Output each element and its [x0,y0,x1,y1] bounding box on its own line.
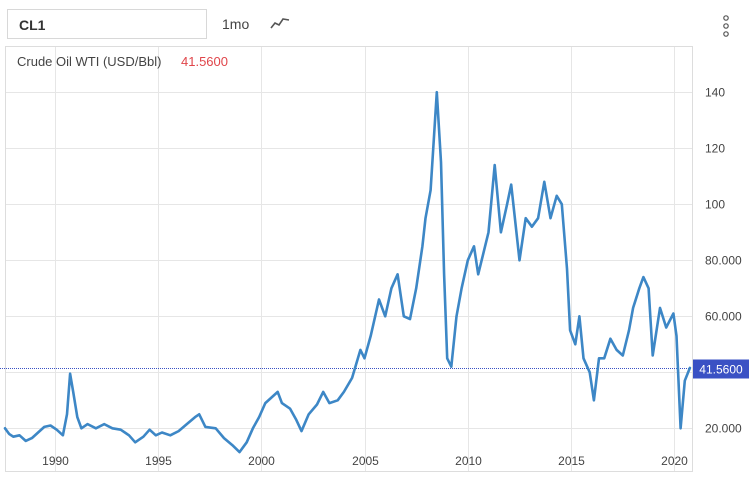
y-tick-label: 60.000 [705,310,742,324]
x-tick-label: 2015 [558,454,585,468]
chart-area: 20.000 60.000 80.000 100 120 140 41.5600 1990 1… [0,46,756,472]
chart-toolbar: CL1 1mo [0,0,756,46]
x-tick-label: 2010 [455,454,482,468]
line-chart-icon[interactable] [270,16,290,30]
period-selector[interactable]: 1mo [222,16,250,32]
symbol-input[interactable]: CL1 [7,9,207,39]
x-tick-label: 1995 [145,454,172,468]
y-tick-label: 140 [705,86,725,100]
x-axis: 1990 1995 2000 2005 2010 2015 2020 [42,454,688,468]
chart-title: Crude Oil WTI (USD/Bbl) [17,54,161,69]
x-tick-label: 2000 [248,454,275,468]
grid-lines [5,46,692,472]
vertical-dots-icon[interactable] [721,14,731,38]
x-tick-label: 2005 [352,454,379,468]
last-price-badge [693,359,749,379]
plot-frame [5,46,693,472]
data-series [0,90,692,454]
y-tick-label: 100 [705,198,725,212]
last-value-label: 41.5600 [181,54,228,69]
y-axis: 20.000 60.000 80.000 100 120 140 41.5600 [693,86,749,436]
y-tick-label: 80.000 [705,254,742,268]
x-tick-label: 1990 [42,454,69,468]
x-tick-label: 2020 [661,454,688,468]
price-series-line [3,90,692,454]
last-price-badge-label: 41.5600 [699,363,743,377]
y-tick-label: 120 [705,142,725,156]
y-tick-label: 20.000 [705,422,742,436]
symbol-text: CL1 [19,17,46,33]
